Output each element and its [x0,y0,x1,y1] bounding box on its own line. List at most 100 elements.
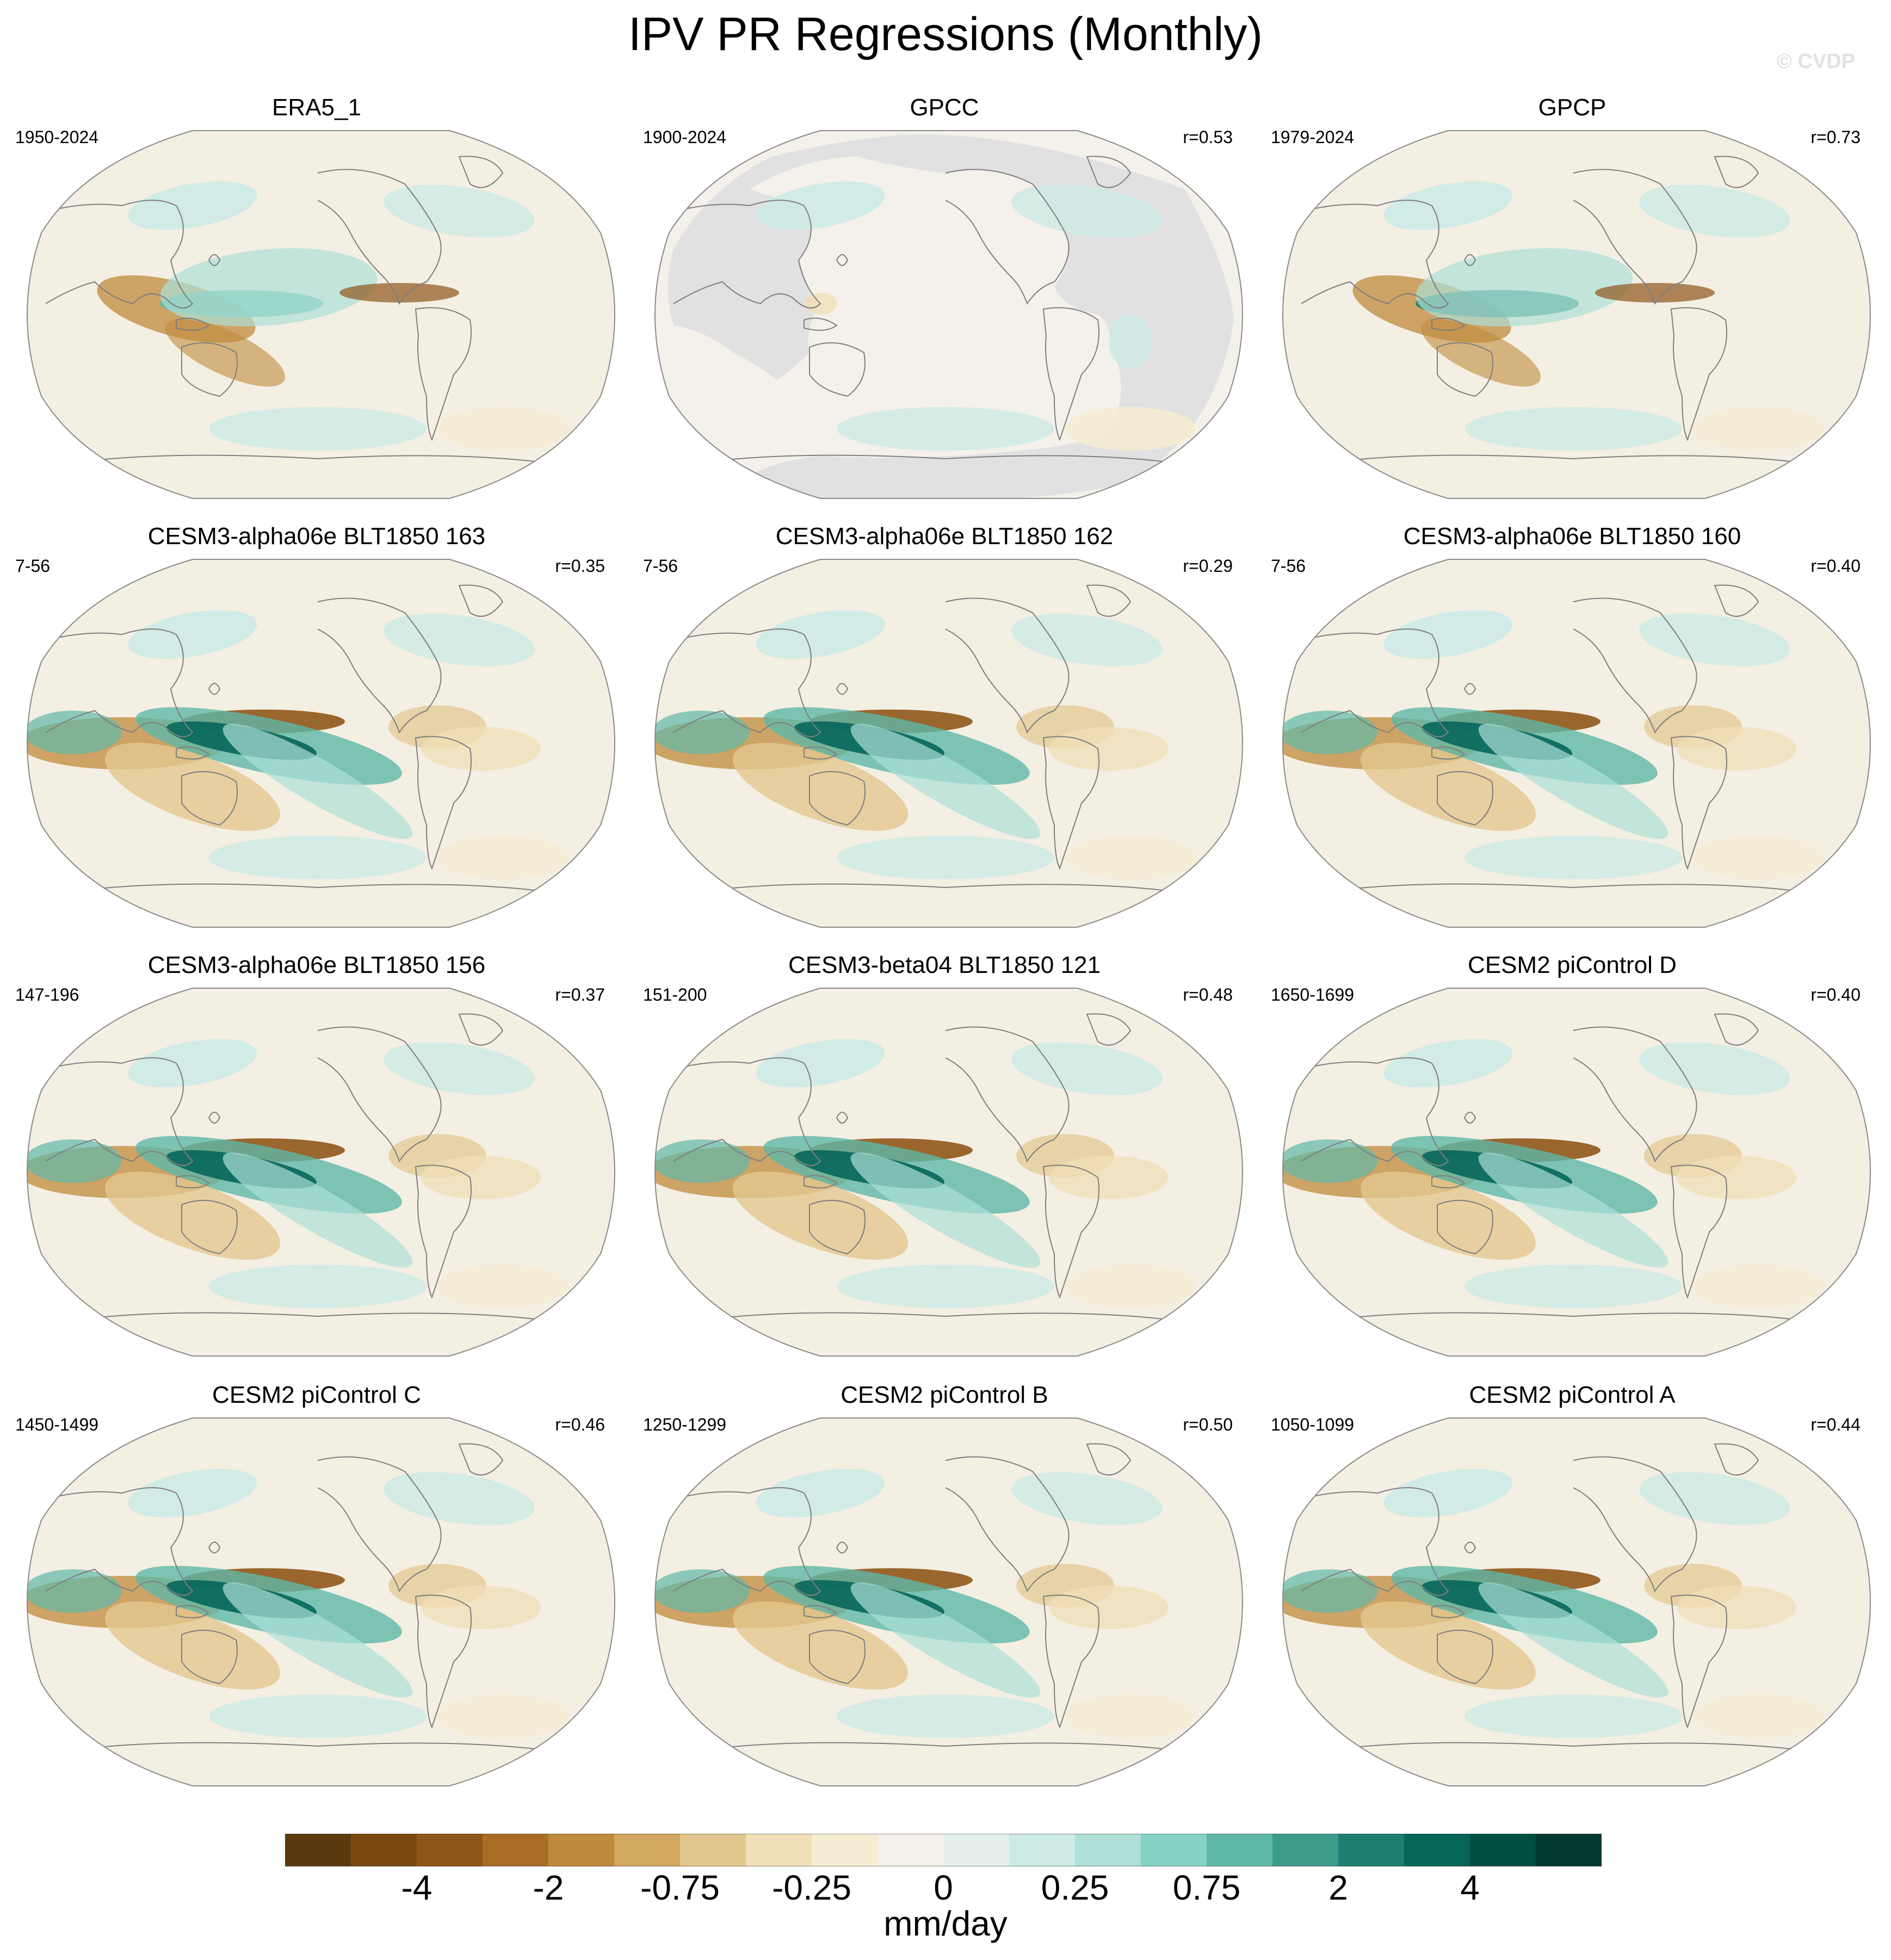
anomaly-blob [1693,407,1824,451]
coastline [711,1742,1185,1752]
coastline [1573,597,1697,734]
anomaly-blob [1677,1586,1796,1629]
colorbar-tick-label: 2 [1328,1868,1348,1907]
anomaly-blob [837,1265,1054,1308]
colorbar-swatch [746,1834,812,1866]
coastline [1670,307,1727,441]
map-panel: ERA5_1 1950-2024 [7,93,627,522]
coastline [1339,454,1813,465]
anomaly-blob [1464,1694,1682,1738]
colorbar-swatch [417,1834,483,1866]
panel-correlation: r=0.48 [1183,985,1233,1004]
anomaly-blob [437,407,568,451]
colorbar-swatch [1272,1834,1339,1866]
anomaly-blob [128,610,257,659]
map-outline [27,559,615,928]
anomaly-blob [384,184,535,238]
coastline [809,1200,866,1255]
coastline [29,628,194,737]
panel-period: 1250-1299 [643,1415,727,1434]
anomaly-blob [437,1265,568,1308]
colorbar-units: mm/day [883,1904,1008,1943]
panel-correlation: r=0.46 [555,1415,605,1434]
anomaly-blob [1464,407,1682,451]
robinson-map [1282,130,1871,499]
coastline [1714,584,1759,617]
robinson-map [654,130,1243,499]
coastline [1670,1594,1727,1729]
anomaly-blob [1360,743,1536,831]
colorbar-tick-label: -4 [401,1868,432,1907]
coastline [1284,1487,1449,1596]
coastline [809,771,866,826]
map-outline [654,559,1243,928]
cvdp-copyright: © CVDP [1776,50,1855,73]
map-outline [27,130,615,499]
panel-period: 1979-2024 [1271,127,1355,147]
map-outline [654,1417,1243,1786]
anomaly-blob [1464,836,1682,879]
anomaly-blob [1478,1582,1668,1698]
anomaly-blob [732,1601,909,1690]
anomaly-blob [27,1139,122,1183]
robinson-map [1282,1417,1871,1786]
panel-correlation: r=0.37 [555,985,605,1004]
panel-period: 1900-2024 [643,127,727,147]
coastline [29,1057,194,1166]
map-outline [654,988,1243,1357]
anomaly-blob [1011,184,1163,238]
anomaly-blob [160,248,378,326]
panel-title: ERA5_1 [272,94,361,121]
anomaly-blob [1360,1601,1536,1690]
anomaly-blob [128,1039,257,1088]
anomaly-blob [1011,613,1163,667]
anomaly-blob [837,407,1054,451]
colorbar-swatch [1470,1834,1536,1866]
anomaly-blob [1049,1156,1169,1199]
anomaly-blob [1478,724,1668,839]
panel-title: CESM2 piControl D [1468,952,1677,978]
coastline [1437,1630,1493,1685]
coastline [181,1200,238,1255]
colorbar-tick-label: 0.75 [1172,1868,1241,1907]
panel-period: 7-56 [1271,556,1306,576]
anomaly-blob [1383,610,1513,659]
panel-correlation: r=0.53 [1183,127,1233,147]
anomaly-blob [850,1152,1041,1268]
coastline [836,1112,849,1124]
panel-title: GPCP [1538,94,1606,121]
panel-period: 147-196 [15,985,79,1004]
anomaly-blob [421,1586,541,1629]
anomaly-blob [756,1469,885,1518]
panel-title: CESM2 piControl B [841,1382,1048,1408]
coastline [208,254,221,266]
coastline [945,169,1070,305]
colorbar-tick-label: -0.25 [772,1868,851,1907]
robinson-map [1282,988,1871,1357]
colorbar-tick-label: -0.75 [640,1868,720,1907]
anomaly-blob [104,1601,281,1690]
coastline [317,169,442,305]
map-panel: CESM3-alpha06e BLT1850 160 7-56 r=0.40 [1262,521,1882,951]
map-outline [1282,130,1871,499]
anomaly-blob [384,613,535,667]
coastline [1339,1742,1813,1752]
coastline [415,1164,472,1299]
anomaly-blob [1639,184,1790,238]
anomaly-blob [104,743,281,831]
coastline [317,1026,442,1163]
coastline [1437,342,1493,397]
coastline [945,1456,1070,1593]
anomaly-blob [1011,1042,1163,1095]
coastline [711,454,1185,465]
map-outline [1282,988,1871,1357]
coastline [657,1487,821,1596]
map-panel: CESM2 piControl A 1050-1099 r=0.44 [1262,1380,1882,1810]
anomaly-blob [1639,1042,1790,1095]
coastline [657,1057,821,1166]
anomaly-blob [1416,248,1633,326]
anomaly-blob [165,318,286,387]
colorbar-swatch [1536,1834,1602,1866]
coastline [1573,1456,1697,1593]
anomaly-blob [128,1469,257,1518]
